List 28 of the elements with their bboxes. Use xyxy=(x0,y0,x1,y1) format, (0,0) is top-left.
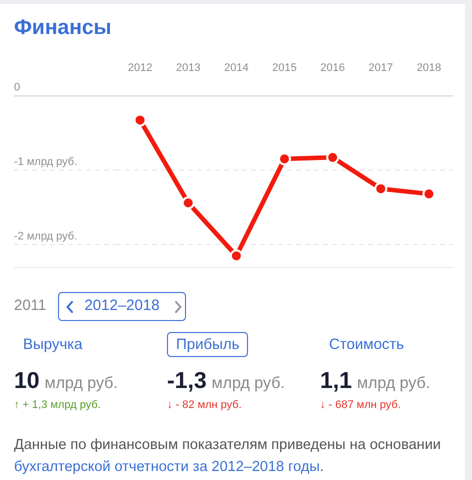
x-tick-label: 2012 xyxy=(128,62,152,74)
text: млрд руб. xyxy=(356,375,430,392)
text: бухгалтерской отчетности за 2012–2018 годы xyxy=(14,459,320,475)
y-tick-label: 0 xyxy=(14,82,20,94)
text: млрд руб. xyxy=(212,375,285,392)
text: млрд руб. xyxy=(44,375,118,392)
y-tick-label: -2 млрд руб. xyxy=(14,230,78,243)
text: Выручка xyxy=(23,336,83,353)
text: 2011 xyxy=(14,296,46,316)
y-tick-label: -1 млрд руб. xyxy=(14,156,78,168)
text: -1,3 xyxy=(167,367,207,393)
text: Стоимость xyxy=(329,336,404,353)
x-tick-label: 2016 xyxy=(320,62,345,74)
range-button: 2012–2018 xyxy=(58,292,186,321)
x-tick-label: 2013 xyxy=(176,62,200,74)
text: 1,1 xyxy=(320,367,352,393)
text: ↓ - 687 млн руб. xyxy=(320,398,401,412)
x-tick-label: 2018 xyxy=(416,62,442,74)
x-tick-label: 2014 xyxy=(224,62,249,74)
text: . xyxy=(320,459,324,475)
x-tick-label: 2017 xyxy=(368,62,394,74)
text: ↑ + 1,3 млрд руб. xyxy=(14,398,101,412)
text: ↓ - 82 млн руб. xyxy=(167,398,242,412)
x-tick-label: 2015 xyxy=(272,62,297,74)
chart-title: Финансы xyxy=(14,16,112,40)
text: 10 xyxy=(14,367,40,393)
text: Данные по финансовым показателям приведены на основании xyxy=(14,437,441,453)
tab-button: Прибыль xyxy=(167,332,248,357)
